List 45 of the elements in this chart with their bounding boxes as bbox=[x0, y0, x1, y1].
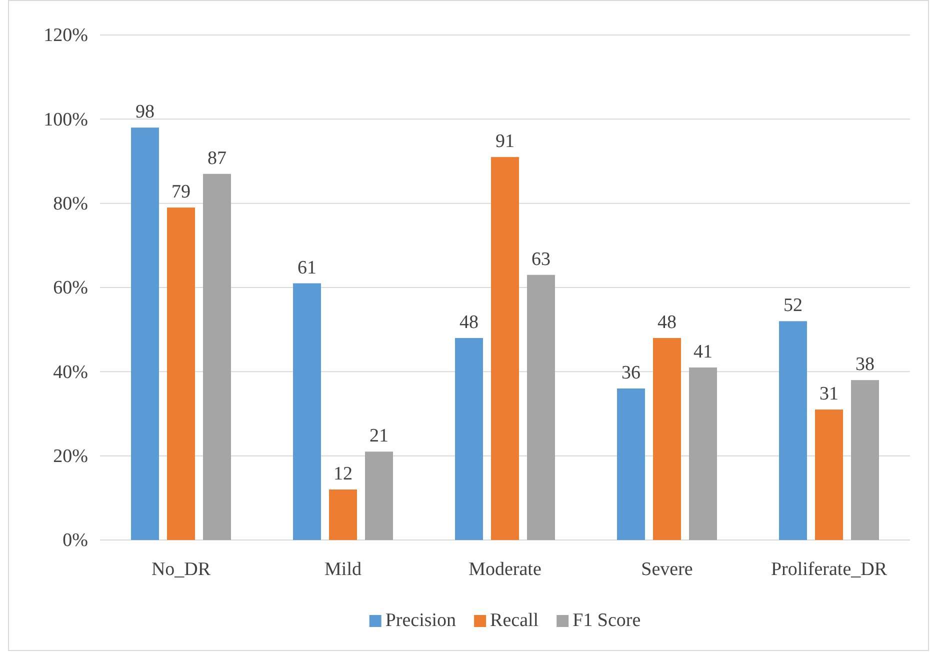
data-label: 38 bbox=[856, 354, 874, 376]
data-label: 41 bbox=[694, 341, 712, 362]
bar bbox=[329, 490, 357, 540]
bar bbox=[131, 128, 159, 540]
x-tick-label: No_DR bbox=[151, 559, 211, 580]
data-label: 36 bbox=[622, 362, 640, 384]
x-tick-label: Severe bbox=[641, 559, 693, 580]
y-tick-label: 20% bbox=[53, 446, 88, 467]
bar bbox=[815, 410, 843, 540]
y-tick-label: 0% bbox=[62, 530, 88, 552]
bar bbox=[851, 380, 879, 540]
legend-label: Precision bbox=[385, 610, 457, 631]
legend-label: Recall bbox=[490, 610, 539, 631]
data-label: 31 bbox=[820, 384, 838, 405]
legend-label: F1 Score bbox=[572, 610, 641, 631]
y-tick-label: 120% bbox=[44, 25, 88, 46]
data-label: 63 bbox=[532, 248, 550, 270]
bar bbox=[653, 338, 681, 540]
data-label: 87 bbox=[208, 148, 226, 169]
bar bbox=[203, 174, 231, 540]
x-tick-label: Moderate bbox=[468, 559, 542, 580]
data-label: 48 bbox=[658, 312, 676, 333]
bar bbox=[527, 274, 555, 540]
data-label: 79 bbox=[172, 182, 190, 203]
data-label: 98 bbox=[136, 102, 154, 123]
y-tick-label: 40% bbox=[53, 362, 88, 383]
data-label: 61 bbox=[298, 257, 316, 278]
bar bbox=[617, 388, 645, 540]
y-tick-label: 60% bbox=[53, 278, 88, 299]
y-tick-label: 80% bbox=[53, 193, 88, 214]
bar bbox=[689, 367, 717, 540]
bar bbox=[455, 338, 483, 540]
bar bbox=[491, 157, 519, 540]
x-tick-label: Proliferate_DR bbox=[770, 559, 888, 580]
bar bbox=[779, 321, 807, 540]
x-tick-label: Mild bbox=[324, 559, 362, 580]
bar bbox=[167, 208, 195, 540]
data-label: 52 bbox=[784, 295, 802, 316]
bar bbox=[365, 452, 393, 540]
data-label: 48 bbox=[460, 312, 478, 333]
data-label: 12 bbox=[334, 464, 352, 484]
bar bbox=[293, 283, 321, 540]
data-label: 91 bbox=[496, 131, 514, 152]
y-tick-label: 100% bbox=[44, 109, 88, 130]
data-label: 21 bbox=[370, 426, 388, 447]
